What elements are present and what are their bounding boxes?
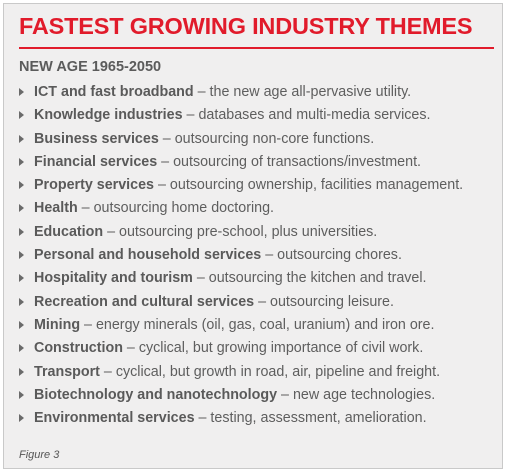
- item-term: Environmental services: [34, 410, 195, 427]
- triangle-bullet-icon: [19, 204, 24, 213]
- item-text: Environmental services – testing, assess…: [34, 409, 427, 427]
- triangle-bullet-icon: [19, 414, 24, 423]
- list-item: Property services – outsourcing ownershi…: [19, 176, 463, 199]
- item-description: – outsourcing non-core functions.: [158, 130, 375, 147]
- item-term: Health: [34, 200, 78, 217]
- item-term: Property services: [34, 177, 155, 194]
- triangle-bullet-icon: [19, 274, 24, 283]
- triangle-bullet-icon: [19, 320, 24, 329]
- triangle-bullet-icon: [19, 181, 24, 190]
- item-text: Knowledge industries – databases and mul…: [34, 106, 430, 124]
- triangle-bullet-icon: [19, 111, 24, 120]
- item-term: Knowledge industries: [34, 107, 183, 124]
- figure-title: FASTEST GROWING INDUSTRY THEMES: [19, 13, 473, 39]
- item-description: – outsourcing the kitchen and travel.: [192, 270, 427, 287]
- item-text: Financial services – outsourcing of tran…: [34, 153, 421, 171]
- item-text: Mining – energy minerals (oil, gas, coal…: [34, 316, 434, 334]
- list-item: Transport – cyclical, but growth in road…: [19, 363, 463, 386]
- item-text: Education – outsourcing pre-school, plus…: [34, 223, 377, 241]
- list-item: Hospitality and tourism – outsourcing th…: [19, 269, 463, 292]
- triangle-bullet-icon: [19, 390, 24, 399]
- item-term: Biotechnology and nanotechnology: [34, 386, 278, 403]
- item-term: Business services: [34, 130, 159, 147]
- list-item: Health – outsourcing home doctoring.: [19, 199, 463, 222]
- list-item: Business services – outsourcing non-core…: [19, 130, 463, 153]
- item-term: Transport: [34, 363, 100, 380]
- item-term: Mining: [34, 316, 81, 333]
- triangle-bullet-icon: [19, 297, 24, 306]
- list-item: Environmental services – testing, assess…: [19, 409, 463, 432]
- triangle-bullet-icon: [19, 367, 24, 376]
- title-divider: [19, 47, 494, 49]
- triangle-bullet-icon: [19, 88, 24, 96]
- item-term: Recreation and cultural services: [34, 293, 255, 310]
- item-text: Property services – outsourcing ownershi…: [34, 176, 463, 194]
- triangle-bullet-icon: [19, 251, 24, 260]
- item-description: – outsourcing pre-school, plus universit…: [103, 223, 378, 240]
- item-term: Construction: [34, 340, 123, 357]
- item-description: – the new age all-pervasive utility.: [193, 84, 412, 100]
- item-description: – testing, assessment, amelioration.: [194, 410, 427, 427]
- triangle-bullet-icon: [19, 227, 24, 236]
- triangle-bullet-icon: [19, 344, 24, 353]
- list-item: Recreation and cultural services – outso…: [19, 293, 463, 316]
- item-term: Personal and household services: [34, 247, 262, 264]
- item-description: – outsourcing ownership, facilities mana…: [154, 177, 464, 194]
- list-item: Construction – cyclical, but growing imp…: [19, 339, 463, 362]
- item-text: Biotechnology and nanotechnology – new a…: [34, 386, 435, 404]
- item-text: Business services – outsourcing non-core…: [34, 130, 374, 148]
- section-subtitle: NEW AGE 1965-2050: [19, 59, 162, 75]
- item-text: ICT and fast broadband – the new age all…: [34, 83, 411, 101]
- item-description: – outsourcing of transactions/investment…: [157, 153, 422, 170]
- item-text: Health – outsourcing home doctoring.: [34, 199, 274, 217]
- item-description: – new age technologies.: [277, 386, 436, 403]
- list-item: Personal and household services – outsou…: [19, 246, 463, 269]
- list-item: Biotechnology and nanotechnology – new a…: [19, 386, 463, 409]
- item-description: – outsourcing chores.: [261, 247, 402, 264]
- item-text: Recreation and cultural services – outso…: [34, 293, 394, 311]
- list-item: Mining – energy minerals (oil, gas, coal…: [19, 316, 463, 339]
- item-term: Education: [34, 223, 104, 240]
- list-item: ICT and fast broadband – the new age all…: [19, 83, 463, 106]
- list-item: Financial services – outsourcing of tran…: [19, 153, 463, 176]
- item-term: Financial services: [34, 153, 158, 170]
- item-text: Personal and household services – outsou…: [34, 246, 402, 264]
- figure-caption: Figure 3: [19, 449, 60, 461]
- item-text: Hospitality and tourism – outsourcing th…: [34, 269, 427, 287]
- item-description: – databases and multi-media services.: [182, 107, 431, 124]
- item-term: Hospitality and tourism: [34, 270, 193, 287]
- item-text: Transport – cyclical, but growth in road…: [34, 363, 440, 381]
- triangle-bullet-icon: [19, 134, 24, 143]
- item-description: – cyclical, but growth in road, air, pip…: [99, 363, 441, 380]
- list-item: Education – outsourcing pre-school, plus…: [19, 223, 463, 246]
- item-description: – cyclical, but growing importance of ci…: [122, 340, 424, 357]
- item-term: ICT and fast broadband: [34, 84, 194, 100]
- item-description: – energy minerals (oil, gas, coal, urani…: [80, 316, 435, 333]
- item-description: – outsourcing home doctoring.: [77, 200, 275, 217]
- triangle-bullet-icon: [19, 157, 24, 166]
- list-item: Knowledge industries – databases and mul…: [19, 106, 463, 129]
- item-description: – outsourcing leisure.: [254, 293, 394, 310]
- item-text: Construction – cyclical, but growing imp…: [34, 339, 423, 357]
- themes-list: ICT and fast broadband – the new age all…: [19, 83, 463, 432]
- figure-card: FASTEST GROWING INDUSTRY THEMES NEW AGE …: [3, 3, 503, 469]
